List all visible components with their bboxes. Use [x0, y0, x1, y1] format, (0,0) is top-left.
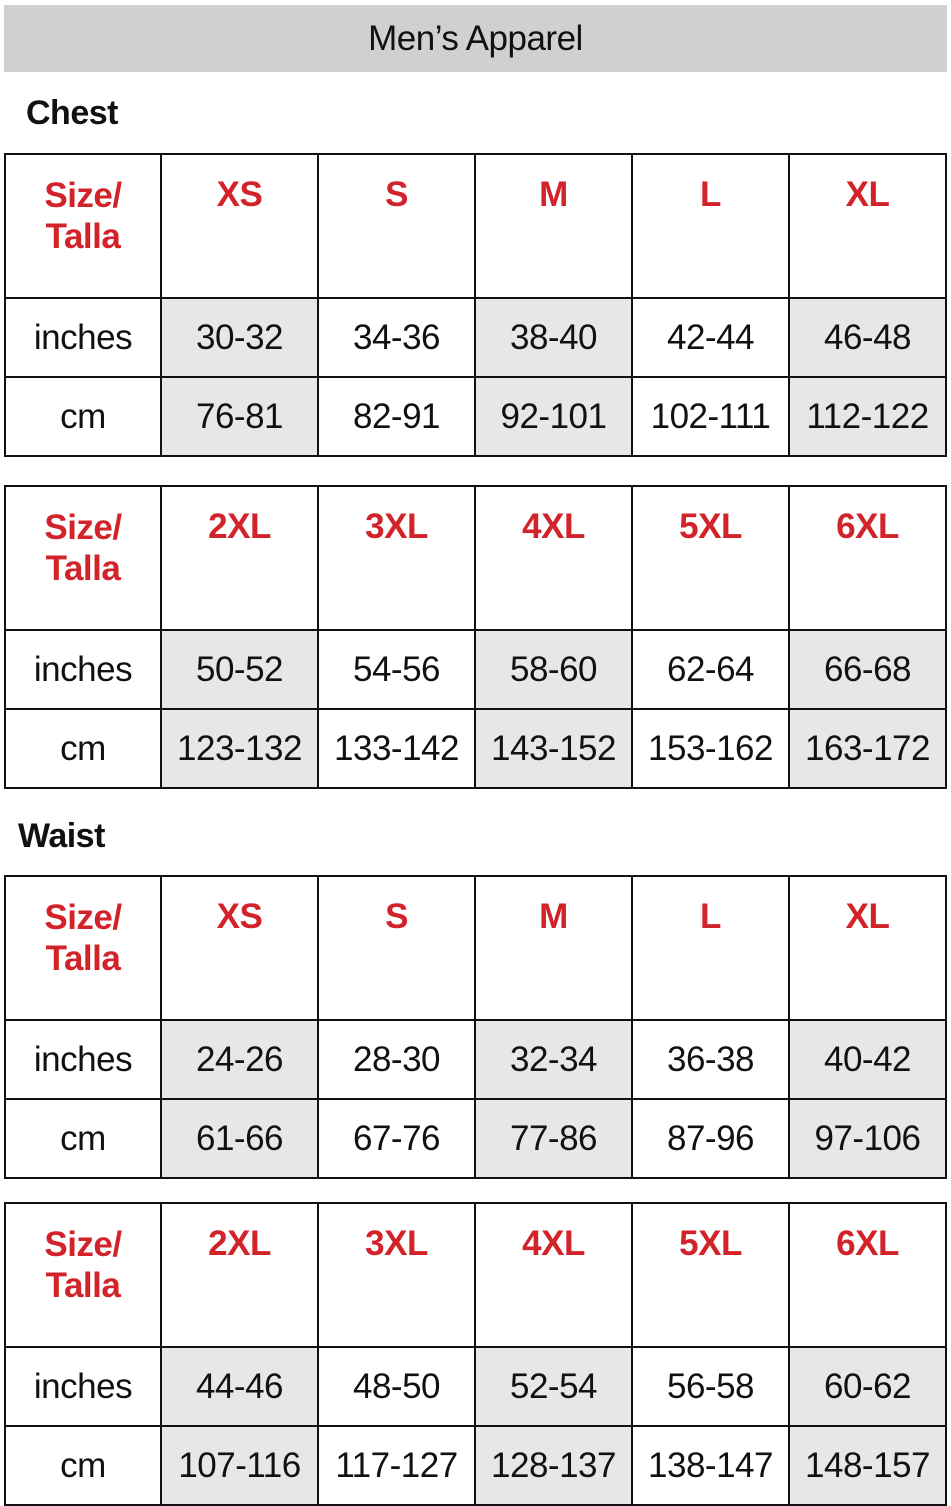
table-row: cm 123-132 133-142 143-152 153-162 163-172	[4, 708, 947, 789]
measurement-cell: 60-62	[788, 1346, 947, 1427]
size-header: XS	[160, 875, 319, 1021]
page-title: Men’s Apparel	[4, 5, 947, 72]
size-header: 2XL	[160, 1202, 319, 1348]
talla-label: Talla	[45, 217, 121, 256]
measurement-cell: 163-172	[788, 708, 947, 789]
unit-label: inches	[4, 1019, 162, 1100]
measurement-cell: 34-36	[317, 297, 476, 378]
size-header: 4XL	[474, 1202, 633, 1348]
header-row: Size/Talla 2XL 3XL 4XL 5XL 6XL	[4, 1202, 947, 1348]
measurement-cell: 77-86	[474, 1098, 633, 1179]
measurement-cell: 30-32	[160, 297, 319, 378]
measurement-cell: 128-137	[474, 1425, 633, 1506]
measurement-cell: 67-76	[317, 1098, 476, 1179]
unit-label: cm	[4, 1425, 162, 1506]
measurement-cell: 50-52	[160, 629, 319, 710]
size-talla-label: Size/Talla	[4, 485, 162, 631]
measurement-cell: 148-157	[788, 1425, 947, 1506]
section-label-chest: Chest	[26, 94, 118, 132]
size-header: XS	[160, 153, 319, 299]
size-label: Size/	[44, 1225, 122, 1264]
measurement-cell: 61-66	[160, 1098, 319, 1179]
measurement-cell: 48-50	[317, 1346, 476, 1427]
measurement-cell: 44-46	[160, 1346, 319, 1427]
waist-table-1: Size/Talla XS S M L XL inches 24-26 28-30 32-34 36…	[4, 875, 947, 1179]
chest-table-2: Size/Talla 2XL 3XL 4XL 5XL 6XL inches 50-52 54-5…	[4, 485, 947, 789]
measurement-cell: 112-122	[788, 376, 947, 457]
measurement-cell: 76-81	[160, 376, 319, 457]
size-header: 4XL	[474, 485, 633, 631]
unit-label: inches	[4, 297, 162, 378]
measurement-cell: 153-162	[631, 708, 790, 789]
measurement-cell: 82-91	[317, 376, 476, 457]
table-row: cm 61-66 67-76 77-86 87-96 97-106	[4, 1098, 947, 1179]
size-header: XL	[788, 153, 947, 299]
unit-label: cm	[4, 376, 162, 457]
measurement-cell: 28-30	[317, 1019, 476, 1100]
size-label: Size/	[44, 176, 122, 215]
table-row: inches 30-32 34-36 38-40 42-44 46-48	[4, 297, 947, 378]
measurement-cell: 32-34	[474, 1019, 633, 1100]
unit-label: inches	[4, 629, 162, 710]
measurement-cell: 138-147	[631, 1425, 790, 1506]
unit-label: cm	[4, 1098, 162, 1179]
measurement-cell: 62-64	[631, 629, 790, 710]
measurement-cell: 97-106	[788, 1098, 947, 1179]
measurement-cell: 87-96	[631, 1098, 790, 1179]
measurement-cell: 117-127	[317, 1425, 476, 1506]
size-header: M	[474, 875, 633, 1021]
size-header: 2XL	[160, 485, 319, 631]
measurement-cell: 107-116	[160, 1425, 319, 1506]
size-label: Size/	[44, 898, 122, 937]
size-header: S	[317, 875, 476, 1021]
chest-table-1: Size/Talla XS S M L XL inches 30-32 34-36 38-40 42…	[4, 153, 947, 457]
size-talla-label: Size/Talla	[4, 153, 162, 299]
size-header: S	[317, 153, 476, 299]
talla-label: Talla	[45, 549, 121, 588]
measurement-cell: 46-48	[788, 297, 947, 378]
size-talla-label: Size/Talla	[4, 1202, 162, 1348]
measurement-cell: 54-56	[317, 629, 476, 710]
measurement-cell: 38-40	[474, 297, 633, 378]
table-row: cm 107-116 117-127 128-137 138-147 148-157	[4, 1425, 947, 1506]
measurement-cell: 92-101	[474, 376, 633, 457]
size-header: 5XL	[631, 1202, 790, 1348]
unit-label: cm	[4, 708, 162, 789]
measurement-cell: 36-38	[631, 1019, 790, 1100]
measurement-cell: 52-54	[474, 1346, 633, 1427]
size-header: XL	[788, 875, 947, 1021]
measurement-cell: 58-60	[474, 629, 633, 710]
talla-label: Talla	[45, 1266, 121, 1305]
measurement-cell: 102-111	[631, 376, 790, 457]
unit-label: inches	[4, 1346, 162, 1427]
measurement-cell: 24-26	[160, 1019, 319, 1100]
header-row: Size/Talla XS S M L XL	[4, 153, 947, 299]
measurement-cell: 42-44	[631, 297, 790, 378]
table-row: inches 50-52 54-56 58-60 62-64 66-68	[4, 629, 947, 710]
table-row: inches 24-26 28-30 32-34 36-38 40-42	[4, 1019, 947, 1100]
measurement-cell: 133-142	[317, 708, 476, 789]
measurement-cell: 123-132	[160, 708, 319, 789]
section-label-waist: Waist	[18, 817, 105, 855]
table-row: cm 76-81 82-91 92-101 102-111 112-122	[4, 376, 947, 457]
size-header: 5XL	[631, 485, 790, 631]
size-header: M	[474, 153, 633, 299]
measurement-cell: 56-58	[631, 1346, 790, 1427]
table-row: inches 44-46 48-50 52-54 56-58 60-62	[4, 1346, 947, 1427]
header-row: Size/Talla XS S M L XL	[4, 875, 947, 1021]
size-header: 6XL	[788, 485, 947, 631]
measurement-cell: 40-42	[788, 1019, 947, 1100]
size-label: Size/	[44, 508, 122, 547]
measurement-cell: 66-68	[788, 629, 947, 710]
size-talla-label: Size/Talla	[4, 875, 162, 1021]
size-header: 3XL	[317, 485, 476, 631]
waist-table-2: Size/Talla 2XL 3XL 4XL 5XL 6XL inches 44-46 48-5…	[4, 1202, 947, 1506]
size-header: L	[631, 875, 790, 1021]
measurement-cell: 143-152	[474, 708, 633, 789]
talla-label: Talla	[45, 939, 121, 978]
size-header: 6XL	[788, 1202, 947, 1348]
header-row: Size/Talla 2XL 3XL 4XL 5XL 6XL	[4, 485, 947, 631]
size-header: 3XL	[317, 1202, 476, 1348]
size-header: L	[631, 153, 790, 299]
